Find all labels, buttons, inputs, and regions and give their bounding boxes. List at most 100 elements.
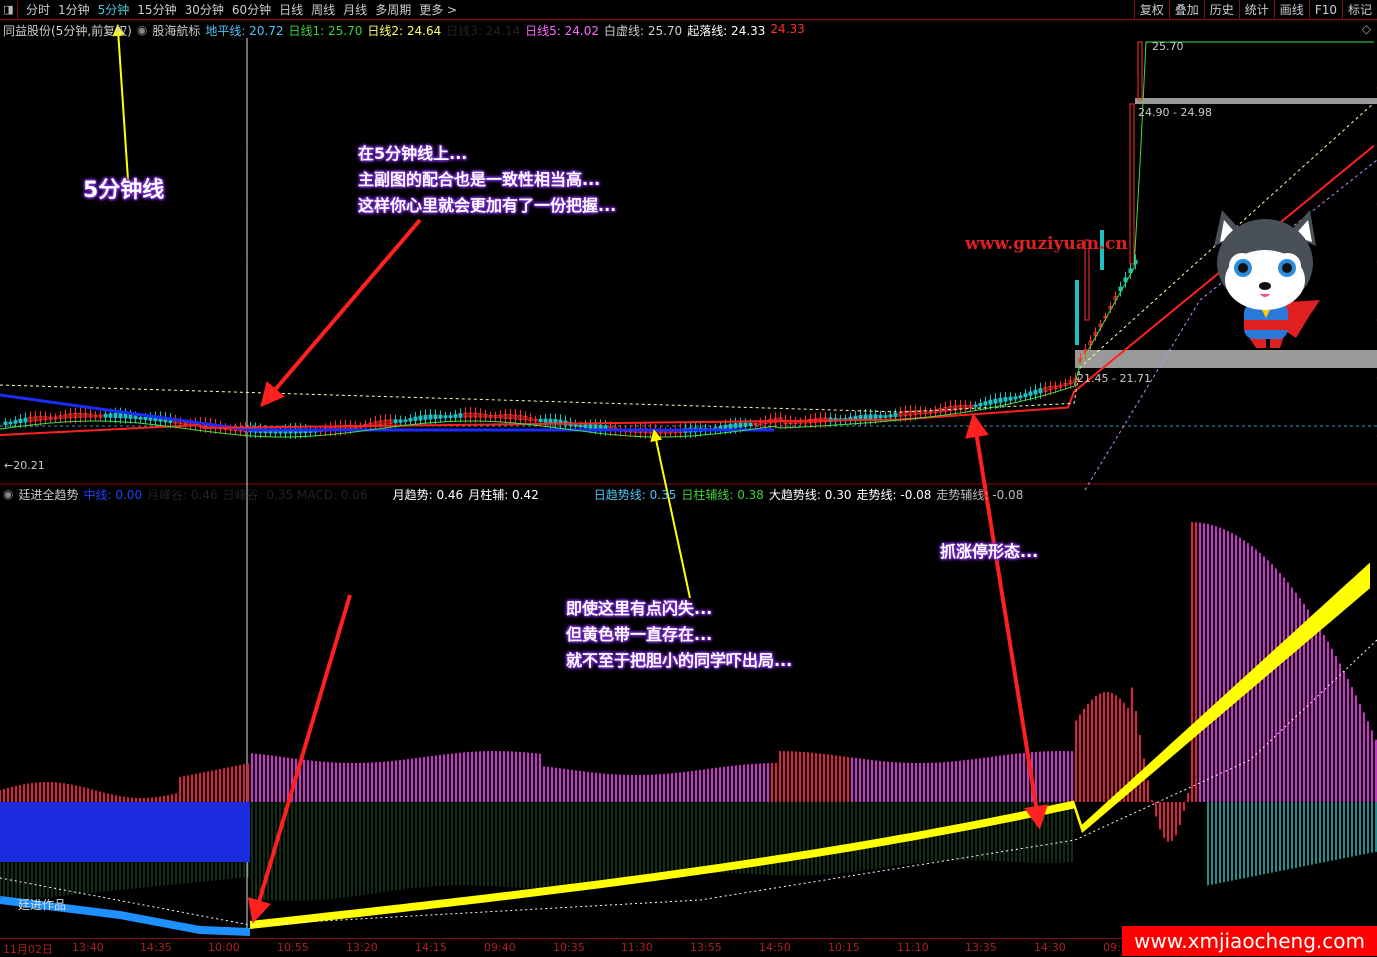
candle-body [1100,230,1104,270]
tab-period[interactable]: 60分钟 [231,3,272,17]
candle-body [1053,385,1058,389]
tab-period[interactable]: 15分钟 [137,3,177,17]
candle-body [1075,280,1079,345]
candle-body [108,413,113,418]
candle-body [543,418,548,423]
white-dotted-line [0,639,1377,926]
candle-body [138,416,143,420]
tab-period[interactable]: 分时 [26,3,51,17]
candle-body [548,418,553,424]
candle-body [118,413,123,419]
candle-body [738,422,743,428]
indicator-value: 月柱辅: 0.42 [468,487,539,502]
candle-body [458,413,463,418]
candle-body [68,413,73,419]
band-upper-label: 24.90 - 24.98 [1138,106,1212,119]
candle-body [448,415,453,419]
indicator-name[interactable]: 股海航标 [152,23,201,38]
candle-body [593,424,598,430]
blue-fill-area [0,802,250,862]
tab-period[interactable]: 多周期 [375,3,412,17]
tab-period[interactable]: 周线 [311,3,336,17]
candle-body [73,412,78,418]
tab-period[interactable]: 日线 [279,3,304,17]
tab-period[interactable]: 月线 [343,3,368,17]
candle-body [428,414,433,420]
time-tick: 14:50 [759,941,791,954]
toolbar-button[interactable]: 叠加 [1168,0,1204,20]
candle-body [588,424,593,429]
time-tick: 14:35 [140,941,172,954]
main-info-line: 同益股份(5分钟,前复权) ◉ 股海航标 地平线: 20.72 日线1: 25.7… [0,21,815,39]
candle-body [8,421,13,425]
time-tick: 10:55 [277,941,309,954]
toolbar-button[interactable]: 历史 [1203,0,1239,20]
candle-body [378,420,383,426]
candle-body [1058,384,1063,388]
time-tick: 09:40 [484,941,516,954]
right-buttons: 复权 叠加 历史 统计 画线 F10 标记 [1133,0,1377,20]
candle-body [988,399,993,405]
stock-name: 同益股份(5分钟,前复权) [3,23,132,38]
candle-body [93,414,98,418]
candle-body [1068,380,1073,385]
candle-body [583,424,588,428]
candle-body [983,401,988,406]
candle-body [418,415,423,421]
panel-toggle-icon[interactable]: ◨ [0,0,18,19]
settings-circle-icon[interactable]: ◉ [3,487,14,501]
toolbar-button[interactable]: 标记 [1341,0,1377,20]
candle-body [463,412,468,418]
white-dashed-line [0,102,1375,413]
candle-body [33,416,38,422]
top-price-label: 25.70 [1152,40,1184,53]
candle-body [753,422,758,426]
candle-body [58,415,63,419]
candle-body [908,410,913,416]
candle-body [913,410,918,416]
toolbar-button[interactable]: F10 [1308,0,1342,20]
candle-body [948,406,953,411]
candle-body [523,416,528,421]
candle-body [893,413,898,418]
candle-body [1013,396,1018,400]
yellow-arrow [112,24,129,181]
candle-body [493,415,498,419]
blue-trend-line [0,393,774,432]
candle-body [393,419,398,424]
candle-body [383,419,388,425]
diamond-icon[interactable]: ◇ [1361,22,1371,36]
candle-body [993,398,998,404]
left-price-label: ←20.21 [4,459,45,472]
time-tick: 11月02日 [3,943,53,956]
red-trend-line [0,144,1375,436]
candle-body [433,414,438,419]
tab-period[interactable]: 更多 > [419,3,458,17]
green-trend-line [0,41,1374,438]
toolbar-button[interactable]: 复权 [1133,0,1169,20]
period-tabs: 分时 1分钟 5分钟 15分钟 30分钟 60分钟 日线 周线 月线 多周期 更多 > [22,1,461,18]
red-arrow [247,594,352,924]
toolbar-button[interactable]: 统计 [1238,0,1274,20]
candle-body [1008,396,1013,401]
settings-circle-icon[interactable]: ◉ [136,23,148,37]
time-tick: 10:00 [208,941,240,954]
tab-period[interactable]: 1分钟 [58,3,90,17]
site-banner: www.xmjiaocheng.com [1122,926,1377,956]
candle-body [443,415,448,419]
indicator-value: 大趋势线: 0.30 [768,487,852,502]
indicator-value: 日线2: 24.64 [367,23,442,38]
sub-indicator-name[interactable]: 廷进全趋势 [18,487,79,502]
indicator-value: 月峰谷: 0.46 [147,487,218,502]
price-band-lower [1075,350,1377,368]
tab-period[interactable]: 5分钟 [97,3,130,17]
toolbar-button[interactable]: 画线 [1273,0,1309,20]
tab-period[interactable]: 30分钟 [184,3,224,17]
blue-trend-band [0,896,251,936]
indicator-value: 日柱辅线: 0.38 [681,487,764,502]
indicator-value: 日趋势线: 0.35 [593,487,677,502]
candle-body [888,414,893,418]
time-tick: 13:35 [965,941,997,954]
candle-body [1129,103,1135,265]
